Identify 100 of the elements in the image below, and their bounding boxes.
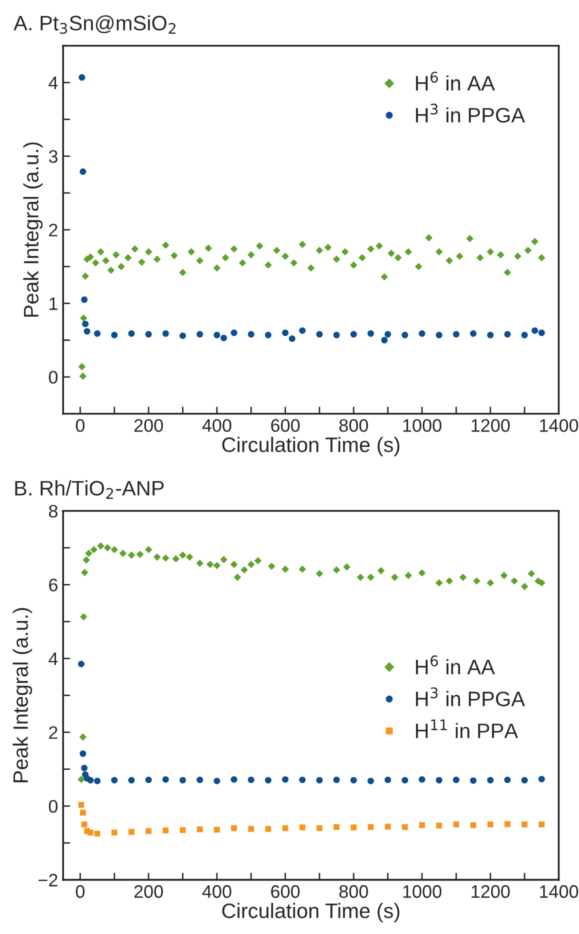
y-tick-label: 6 xyxy=(49,578,58,592)
point xyxy=(520,582,528,590)
x-tick-label: 600 xyxy=(271,419,300,432)
point xyxy=(146,828,152,834)
point xyxy=(128,551,136,559)
point xyxy=(470,777,477,784)
x-tick-label: 600 xyxy=(271,885,300,898)
point xyxy=(384,824,391,830)
point xyxy=(316,331,323,338)
point xyxy=(436,332,442,338)
point xyxy=(90,546,98,554)
point xyxy=(418,569,426,577)
x-tick-label: 800 xyxy=(339,419,368,432)
point xyxy=(532,327,538,334)
point xyxy=(79,733,87,741)
point xyxy=(85,550,92,557)
point xyxy=(377,566,385,574)
point xyxy=(452,776,460,784)
point xyxy=(136,550,144,558)
point xyxy=(282,825,288,832)
point xyxy=(333,776,340,784)
point xyxy=(186,553,194,561)
point xyxy=(234,574,242,581)
y-axis-title: Peak Integral (a.u.) xyxy=(12,608,32,782)
x-axis-title: Circulation Time (s) xyxy=(222,436,400,456)
point xyxy=(282,566,289,573)
x-tick-label: 1000 xyxy=(403,885,442,898)
point xyxy=(220,556,228,564)
legend-label: H$^{11}$ in PPA xyxy=(416,719,518,738)
point xyxy=(282,330,289,336)
point xyxy=(436,776,442,784)
point xyxy=(390,574,398,581)
point xyxy=(418,776,426,783)
point xyxy=(82,556,90,564)
point xyxy=(128,776,135,784)
point xyxy=(94,330,101,337)
point xyxy=(81,296,88,303)
point xyxy=(214,826,220,833)
point xyxy=(214,332,220,338)
point xyxy=(78,802,84,808)
point xyxy=(402,824,408,830)
point xyxy=(179,332,186,340)
y-tick-label: 1 xyxy=(50,297,58,310)
x-tick-label: 400 xyxy=(202,885,232,898)
point xyxy=(402,332,408,338)
y-tick-label: −2 xyxy=(38,874,58,886)
point xyxy=(332,566,340,574)
point xyxy=(128,330,135,337)
point xyxy=(248,331,254,338)
point xyxy=(510,577,518,585)
point xyxy=(162,827,169,834)
x-tick-label: 0 xyxy=(76,885,85,898)
point xyxy=(288,335,296,342)
y-tick-label: 4 xyxy=(48,652,58,666)
point xyxy=(343,563,350,571)
point xyxy=(487,332,494,338)
point xyxy=(110,546,118,554)
point xyxy=(419,822,425,828)
point xyxy=(381,336,388,344)
point xyxy=(247,560,255,568)
point xyxy=(459,574,467,581)
point xyxy=(119,550,127,557)
point xyxy=(81,764,88,772)
y-tick-label: 3 xyxy=(48,150,58,163)
point xyxy=(299,776,306,784)
point xyxy=(179,551,186,559)
point xyxy=(230,560,238,568)
point xyxy=(504,821,510,828)
y-axis-title: Peak Integral (a.u.) xyxy=(23,142,43,317)
point xyxy=(153,553,161,561)
point xyxy=(206,560,214,568)
point xyxy=(248,776,254,784)
point xyxy=(80,613,88,620)
point xyxy=(504,776,511,784)
point xyxy=(538,822,545,828)
point xyxy=(521,332,528,338)
y-tick-label: 8 xyxy=(48,504,58,518)
point xyxy=(145,776,152,784)
point xyxy=(87,776,94,784)
point xyxy=(487,822,494,828)
point xyxy=(528,570,536,578)
x-tick-label: 200 xyxy=(134,419,163,432)
point xyxy=(470,330,477,337)
point xyxy=(196,776,204,784)
point xyxy=(128,828,134,835)
y-tick-label: 4 xyxy=(48,76,58,90)
point xyxy=(418,330,426,337)
point xyxy=(94,778,101,784)
point xyxy=(350,331,357,338)
point xyxy=(299,327,306,334)
point xyxy=(104,544,112,552)
legend-label: H$^{3}$ in PPGA xyxy=(416,687,526,706)
point xyxy=(82,320,89,328)
x-tick-label: 1000 xyxy=(403,419,442,432)
point xyxy=(220,334,228,342)
point xyxy=(254,557,262,564)
point xyxy=(316,825,322,832)
point xyxy=(538,776,545,782)
chart-title: A. Pt$_{3}$Sn@mSiO$_{2}$ xyxy=(14,15,176,34)
point xyxy=(172,555,180,563)
